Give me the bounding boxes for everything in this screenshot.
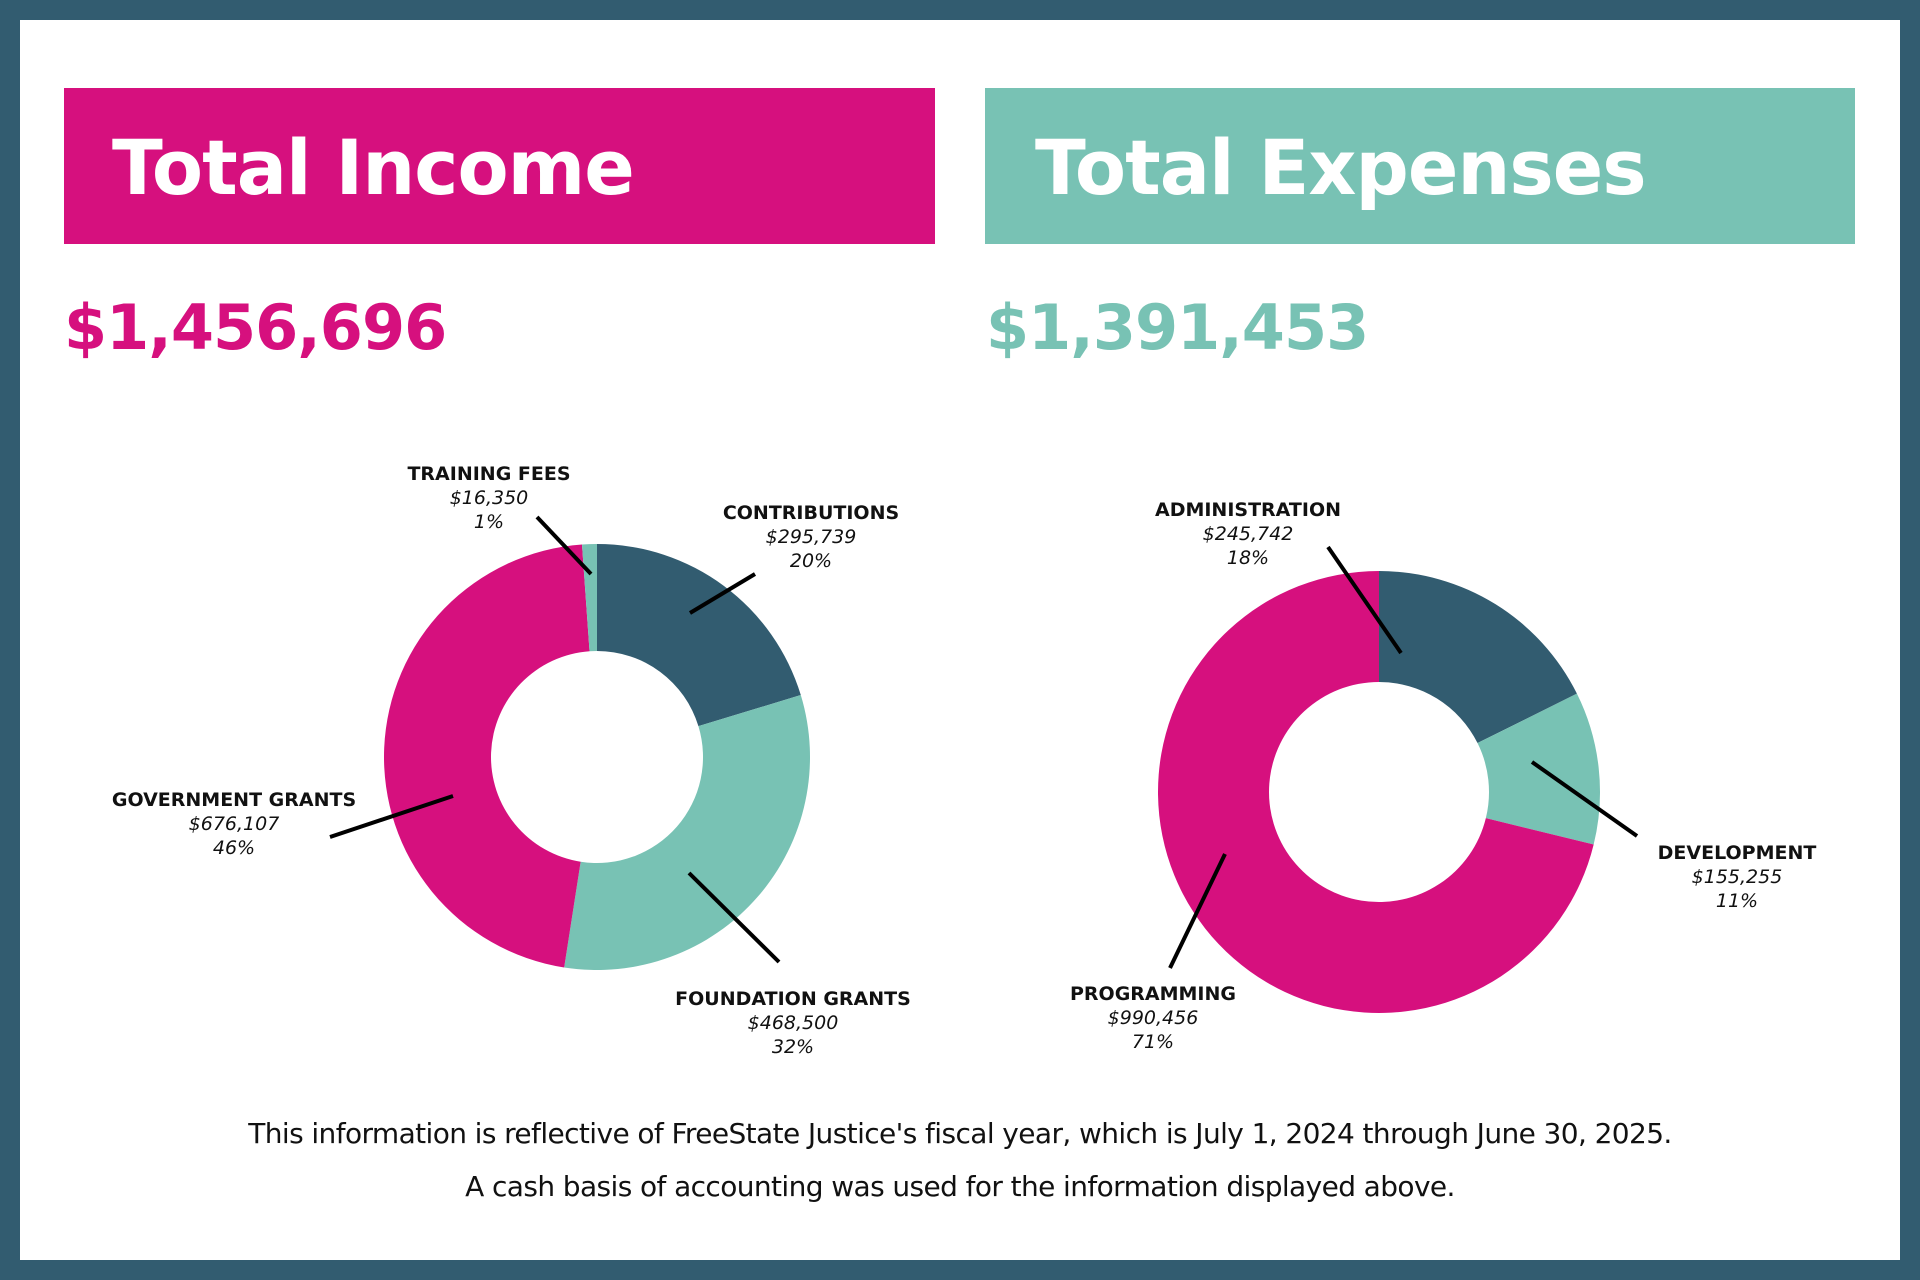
slice-label-value: $676,107 [189,813,280,835]
slice-label-percent: 46% [213,837,255,859]
slice-government-grants [383,544,590,968]
slice-label-percent: 1% [474,511,504,533]
slice-label-title: DEVELOPMENT [1658,842,1817,864]
expenses-total-amount: $1,391,453 [986,291,1369,364]
slice-label-value: $16,350 [450,487,529,509]
expenses-header-title: Total Expenses [1035,123,1647,212]
leader-line-administration [1326,545,1403,655]
slice-contributions [597,544,801,727]
slice-label-value: $468,500 [748,1012,839,1034]
slice-label-title: CONTRIBUTIONS [723,502,899,524]
slice-administration [1379,571,1577,744]
slice-label-title: FOUNDATION GRANTS [675,988,911,1010]
slice-foundation-grants [564,695,811,970]
income-donut-chart: CONTRIBUTIONS $295,739 20% FOUNDATION GR… [112,463,911,1058]
slice-label-percent: 71% [1132,1031,1174,1053]
income-total-amount: $1,456,696 [64,291,447,364]
slice-label-title: PROGRAMMING [1070,983,1236,1005]
slice-label-title: ADMINISTRATION [1155,499,1341,521]
expenses-header-banner: Total Expenses [985,88,1855,244]
leader-line-development [1530,760,1639,838]
slice-label-title: GOVERNMENT GRANTS [112,789,356,811]
expenses-donut-chart: ADMINISTRATION $245,742 18% DEVELOPMENT … [1070,499,1816,1053]
leader-line-government-grants [329,794,454,839]
income-header-banner: Total Income [64,88,935,244]
expenses-label-development: DEVELOPMENT $155,255 11% [1658,842,1817,912]
leader-line-contributions [688,572,757,615]
slice-programming [1157,571,1594,1013]
leader-line-foundation-grants [687,871,781,964]
slice-label-percent: 20% [790,550,832,572]
slice-label-percent: 18% [1227,547,1269,569]
slice-label-value: $155,255 [1692,866,1783,888]
income-label-foundation-grants: FOUNDATION GRANTS $468,500 32% [675,988,911,1058]
leader-line-training-fees [535,515,593,576]
income-label-contributions: CONTRIBUTIONS $295,739 20% [723,502,899,572]
income-label-government-grants: GOVERNMENT GRANTS $676,107 46% [112,789,356,859]
slice-label-value: $245,742 [1203,523,1294,545]
expenses-label-programming: PROGRAMMING $990,456 71% [1070,983,1236,1053]
footer-fiscal-year-note: This information is reflective of FreeSt… [248,1117,1672,1150]
slice-label-title: TRAINING FEES [407,463,570,485]
slice-label-value: $295,739 [766,526,857,548]
slice-label-percent: 32% [772,1036,814,1058]
footer-accounting-note: A cash basis of accounting was used for … [465,1170,1455,1203]
slice-label-value: $990,456 [1108,1007,1199,1029]
income-label-training-fees: TRAINING FEES $16,350 1% [407,463,570,533]
income-header-title: Total Income [112,123,635,212]
expenses-label-administration: ADMINISTRATION $245,742 18% [1155,499,1341,569]
slice-label-percent: 11% [1716,890,1758,912]
leader-line-programming [1168,853,1227,969]
